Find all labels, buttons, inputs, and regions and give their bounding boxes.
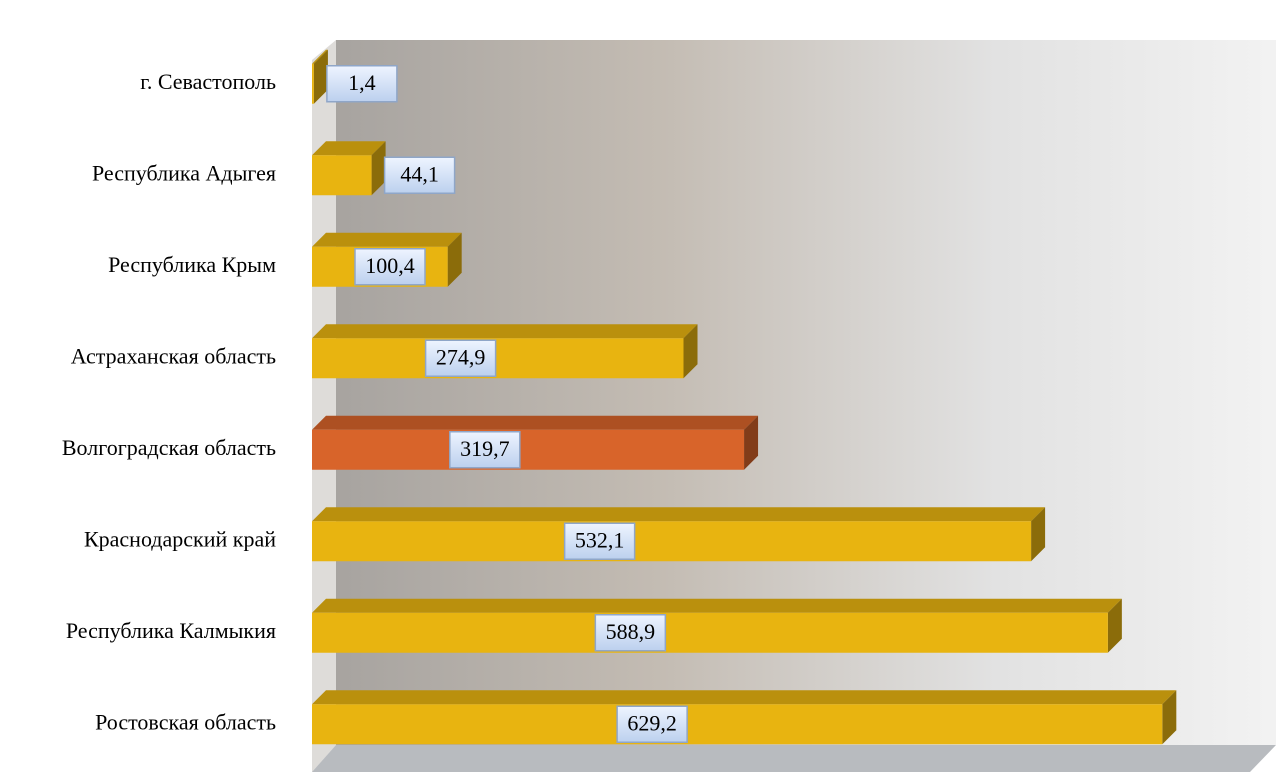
floor — [312, 745, 1276, 772]
value-label: 588,9 — [606, 619, 656, 644]
value-label: 100,4 — [365, 253, 415, 278]
value-label: 1,4 — [348, 70, 376, 95]
bar — [312, 690, 1176, 744]
bar-top — [312, 507, 1045, 521]
bar — [312, 507, 1045, 561]
chart: г. Севастополь 1,4 Республика Адыгея 44,1 Ре… — [0, 0, 1276, 772]
bar-front — [312, 521, 1031, 561]
bar-front — [312, 704, 1162, 744]
bar-front — [312, 338, 684, 378]
bar-front — [312, 613, 1108, 653]
category-label: Ростовская область — [95, 709, 276, 734]
category-label: Астраханская область — [71, 343, 276, 368]
bar — [312, 416, 758, 470]
category-label: Республика Крым — [108, 252, 276, 277]
bar-top — [312, 599, 1122, 613]
bar-top — [312, 324, 698, 338]
bar — [312, 141, 386, 195]
bar-front — [312, 155, 372, 195]
value-label: 532,1 — [575, 527, 625, 552]
value-label: 274,9 — [436, 344, 486, 369]
bar-top — [312, 690, 1176, 704]
category-label: Республика Калмыкия — [66, 618, 276, 643]
bar-front — [312, 430, 744, 470]
bar-front — [312, 64, 314, 104]
category-label: Краснодарский край — [84, 526, 276, 551]
value-label: 629,2 — [627, 710, 677, 735]
bar-top — [312, 416, 758, 430]
category-label: Республика Адыгея — [92, 160, 276, 185]
bar-top — [312, 233, 462, 247]
bar — [312, 324, 698, 378]
value-label: 44,1 — [400, 161, 439, 186]
category-label: Волгоградская область — [62, 435, 276, 460]
category-label: г. Севастополь — [140, 69, 276, 94]
page: г. Севастополь 1,4 Республика Адыгея 44,1 Ре… — [0, 0, 1276, 772]
value-label: 319,7 — [460, 436, 510, 461]
bar — [312, 599, 1122, 653]
